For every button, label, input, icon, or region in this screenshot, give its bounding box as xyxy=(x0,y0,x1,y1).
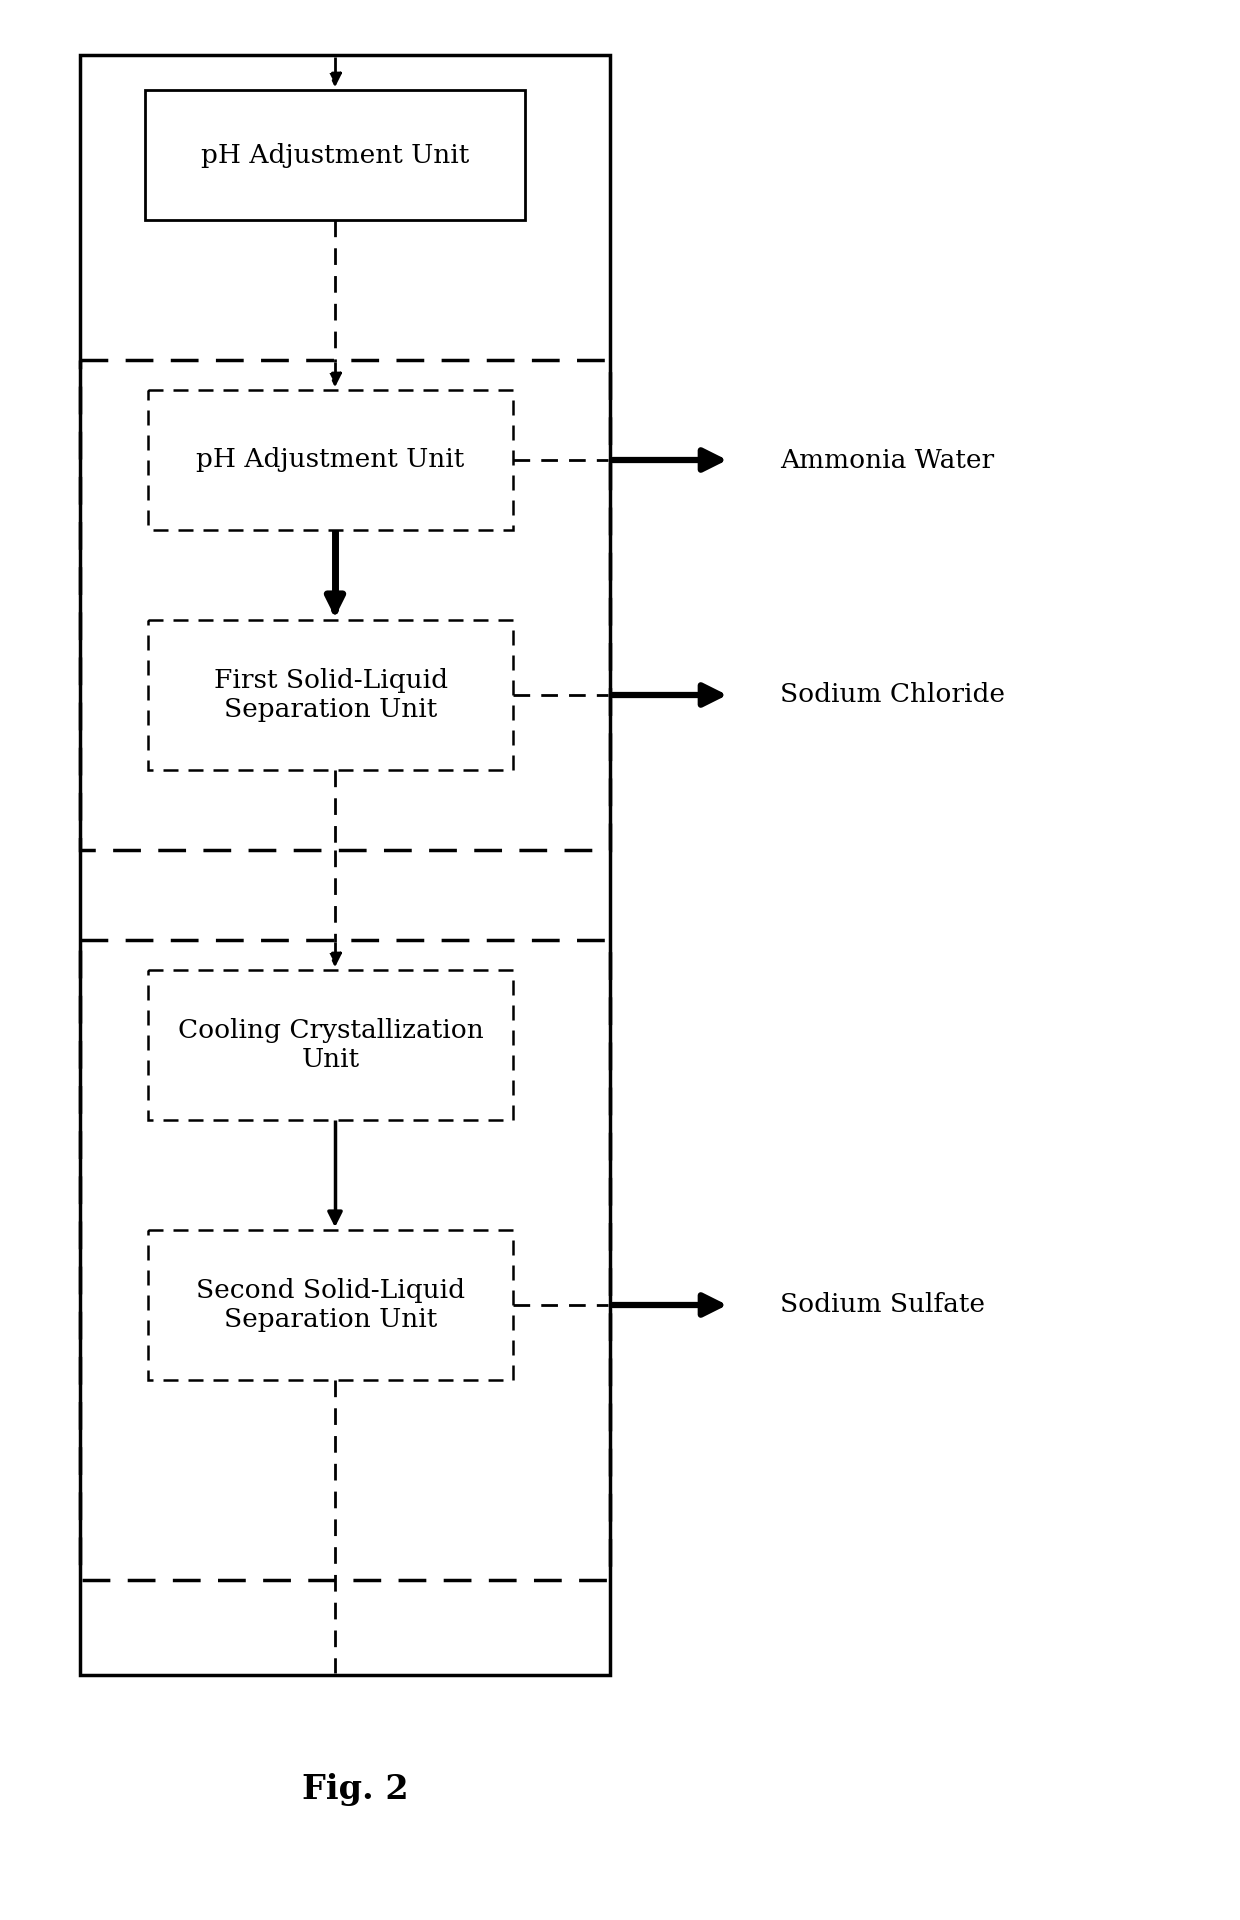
Bar xyxy=(148,390,513,530)
Bar xyxy=(145,90,525,221)
Bar xyxy=(81,941,610,1580)
Text: First Solid-Liquid
Separation Unit: First Solid-Liquid Separation Unit xyxy=(213,668,448,722)
Text: pH Adjustment Unit: pH Adjustment Unit xyxy=(196,447,465,472)
Bar xyxy=(148,970,513,1119)
Text: Ammonia Water: Ammonia Water xyxy=(780,447,994,472)
Bar xyxy=(148,1231,513,1380)
Bar xyxy=(148,620,513,770)
Text: pH Adjustment Unit: pH Adjustment Unit xyxy=(201,142,469,167)
Text: Fig. 2: Fig. 2 xyxy=(301,1774,408,1807)
Text: Sodium Chloride: Sodium Chloride xyxy=(780,682,1004,707)
Bar xyxy=(81,56,610,1674)
Text: Cooling Crystallization
Unit: Cooling Crystallization Unit xyxy=(177,1018,484,1071)
Text: Second Solid-Liquid
Separation Unit: Second Solid-Liquid Separation Unit xyxy=(196,1279,465,1332)
Bar xyxy=(81,361,610,851)
Text: Sodium Sulfate: Sodium Sulfate xyxy=(780,1292,985,1317)
